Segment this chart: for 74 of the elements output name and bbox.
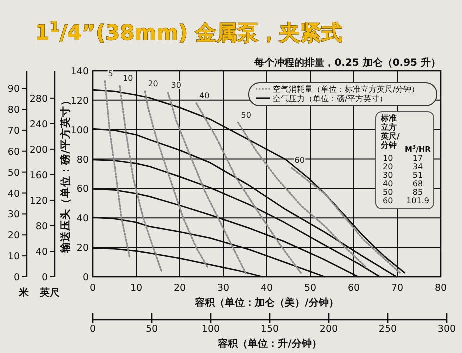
y-tick-label: 80: [76, 154, 89, 166]
annotation: 60: [383, 196, 394, 206]
line-series: [119, 85, 163, 272]
annotation: 40: [383, 180, 394, 188]
line-series: [196, 102, 303, 275]
x2-tick-label: 250: [378, 324, 398, 335]
annotation: 85: [412, 188, 424, 197]
y-tick-label: 120: [70, 96, 89, 107]
x-tick-label: 30: [217, 283, 230, 294]
x-tick-label: 0: [90, 283, 96, 294]
y3-tick-label: 80: [36, 221, 48, 232]
y3-axis-title: 英尺: [39, 287, 61, 299]
y3-tick-label: 120: [30, 196, 48, 207]
x2-tick-label: 0: [90, 324, 96, 335]
x-axis-title: 容积（单位：加仑（美）/分钟）: [194, 297, 339, 309]
x-tick-label: 80: [434, 283, 448, 294]
y2-tick-label: 80: [8, 105, 20, 116]
y3-tick-label: 240: [30, 119, 48, 130]
annotation: 50: [383, 188, 394, 197]
annotation: 20: [383, 162, 394, 172]
annotation: 空气压力（单位：磅/平方英寸）: [273, 94, 388, 104]
y-tick-label: 140: [70, 66, 89, 78]
y2-tick-label: 10: [8, 252, 20, 263]
annotation: 17: [412, 154, 424, 163]
y2-tick-label: 50: [8, 168, 20, 179]
line-series: [104, 80, 131, 259]
series-label: 40: [200, 91, 210, 100]
x-tick-label: 20: [174, 283, 186, 294]
y2-tick-label: 40: [8, 188, 20, 200]
x2-tick-label: 150: [260, 324, 280, 335]
y-tick-label: 40: [76, 214, 89, 225]
annotation: 空气消耗量（单位：标准立方英尺/分钟）: [273, 85, 420, 94]
x-tick-label: 10: [130, 283, 143, 294]
annotation: 34: [412, 162, 424, 172]
series-label: 50: [241, 110, 252, 120]
x2-tick-label: 50: [146, 324, 158, 335]
y2-tick-label: 60: [8, 146, 20, 158]
x-tick-label: 70: [391, 283, 404, 294]
line-series: [144, 90, 210, 270]
annotation: 68: [412, 180, 424, 188]
line-series: [237, 122, 368, 270]
y2-tick-label: 70: [8, 126, 20, 137]
annotation: 101.9: [406, 196, 430, 206]
annotation: 标准立方英尺/分钟: [381, 114, 401, 150]
y3-tick-label: 40: [36, 246, 48, 258]
y3-tick-label: 0: [42, 272, 48, 284]
chart-subtitle: 每个冲程的排量，0.25 加仑（0.95 升）: [254, 57, 441, 69]
annotation: 30: [383, 171, 394, 180]
y-tick-label: 60: [76, 184, 89, 196]
series-label: 5: [108, 69, 114, 78]
y2-tick-label: 20: [8, 230, 20, 242]
annotation: 51: [412, 171, 424, 180]
y3-tick-label: 200: [30, 144, 48, 156]
y-tick-label: 0: [82, 272, 89, 284]
x-tick-label: 40: [260, 283, 274, 294]
y-tick-label: 100: [70, 125, 89, 136]
x2-tick-label: 200: [320, 324, 338, 335]
y2-tick-label: 30: [8, 210, 20, 221]
annotation: 10: [383, 154, 394, 163]
y2-tick-label: 0: [14, 272, 20, 284]
x-tick-label: 50: [304, 283, 317, 294]
x-tick-label: 60: [348, 283, 360, 294]
x2-tick-label: 100: [202, 324, 220, 335]
x2-tick-label: 300: [438, 324, 456, 335]
series-label: 10: [123, 74, 134, 84]
series-label: 20: [148, 80, 158, 89]
x2-axis-title: 容积（单位：升/分钟）: [217, 338, 322, 350]
y3-tick-label: 160: [30, 170, 48, 182]
y3-tick-label: 280: [30, 94, 48, 105]
y-axis-title: 输送压头（单位：磅/平方英寸）: [59, 95, 72, 254]
chart-title: 1$^{1}$/4”(38mm) 金属泵，夹紧式: [35, 18, 342, 45]
y2-tick-label: 90: [8, 84, 20, 96]
y-tick-label: 20: [76, 243, 89, 254]
y2-axis-title: 米: [18, 287, 30, 299]
